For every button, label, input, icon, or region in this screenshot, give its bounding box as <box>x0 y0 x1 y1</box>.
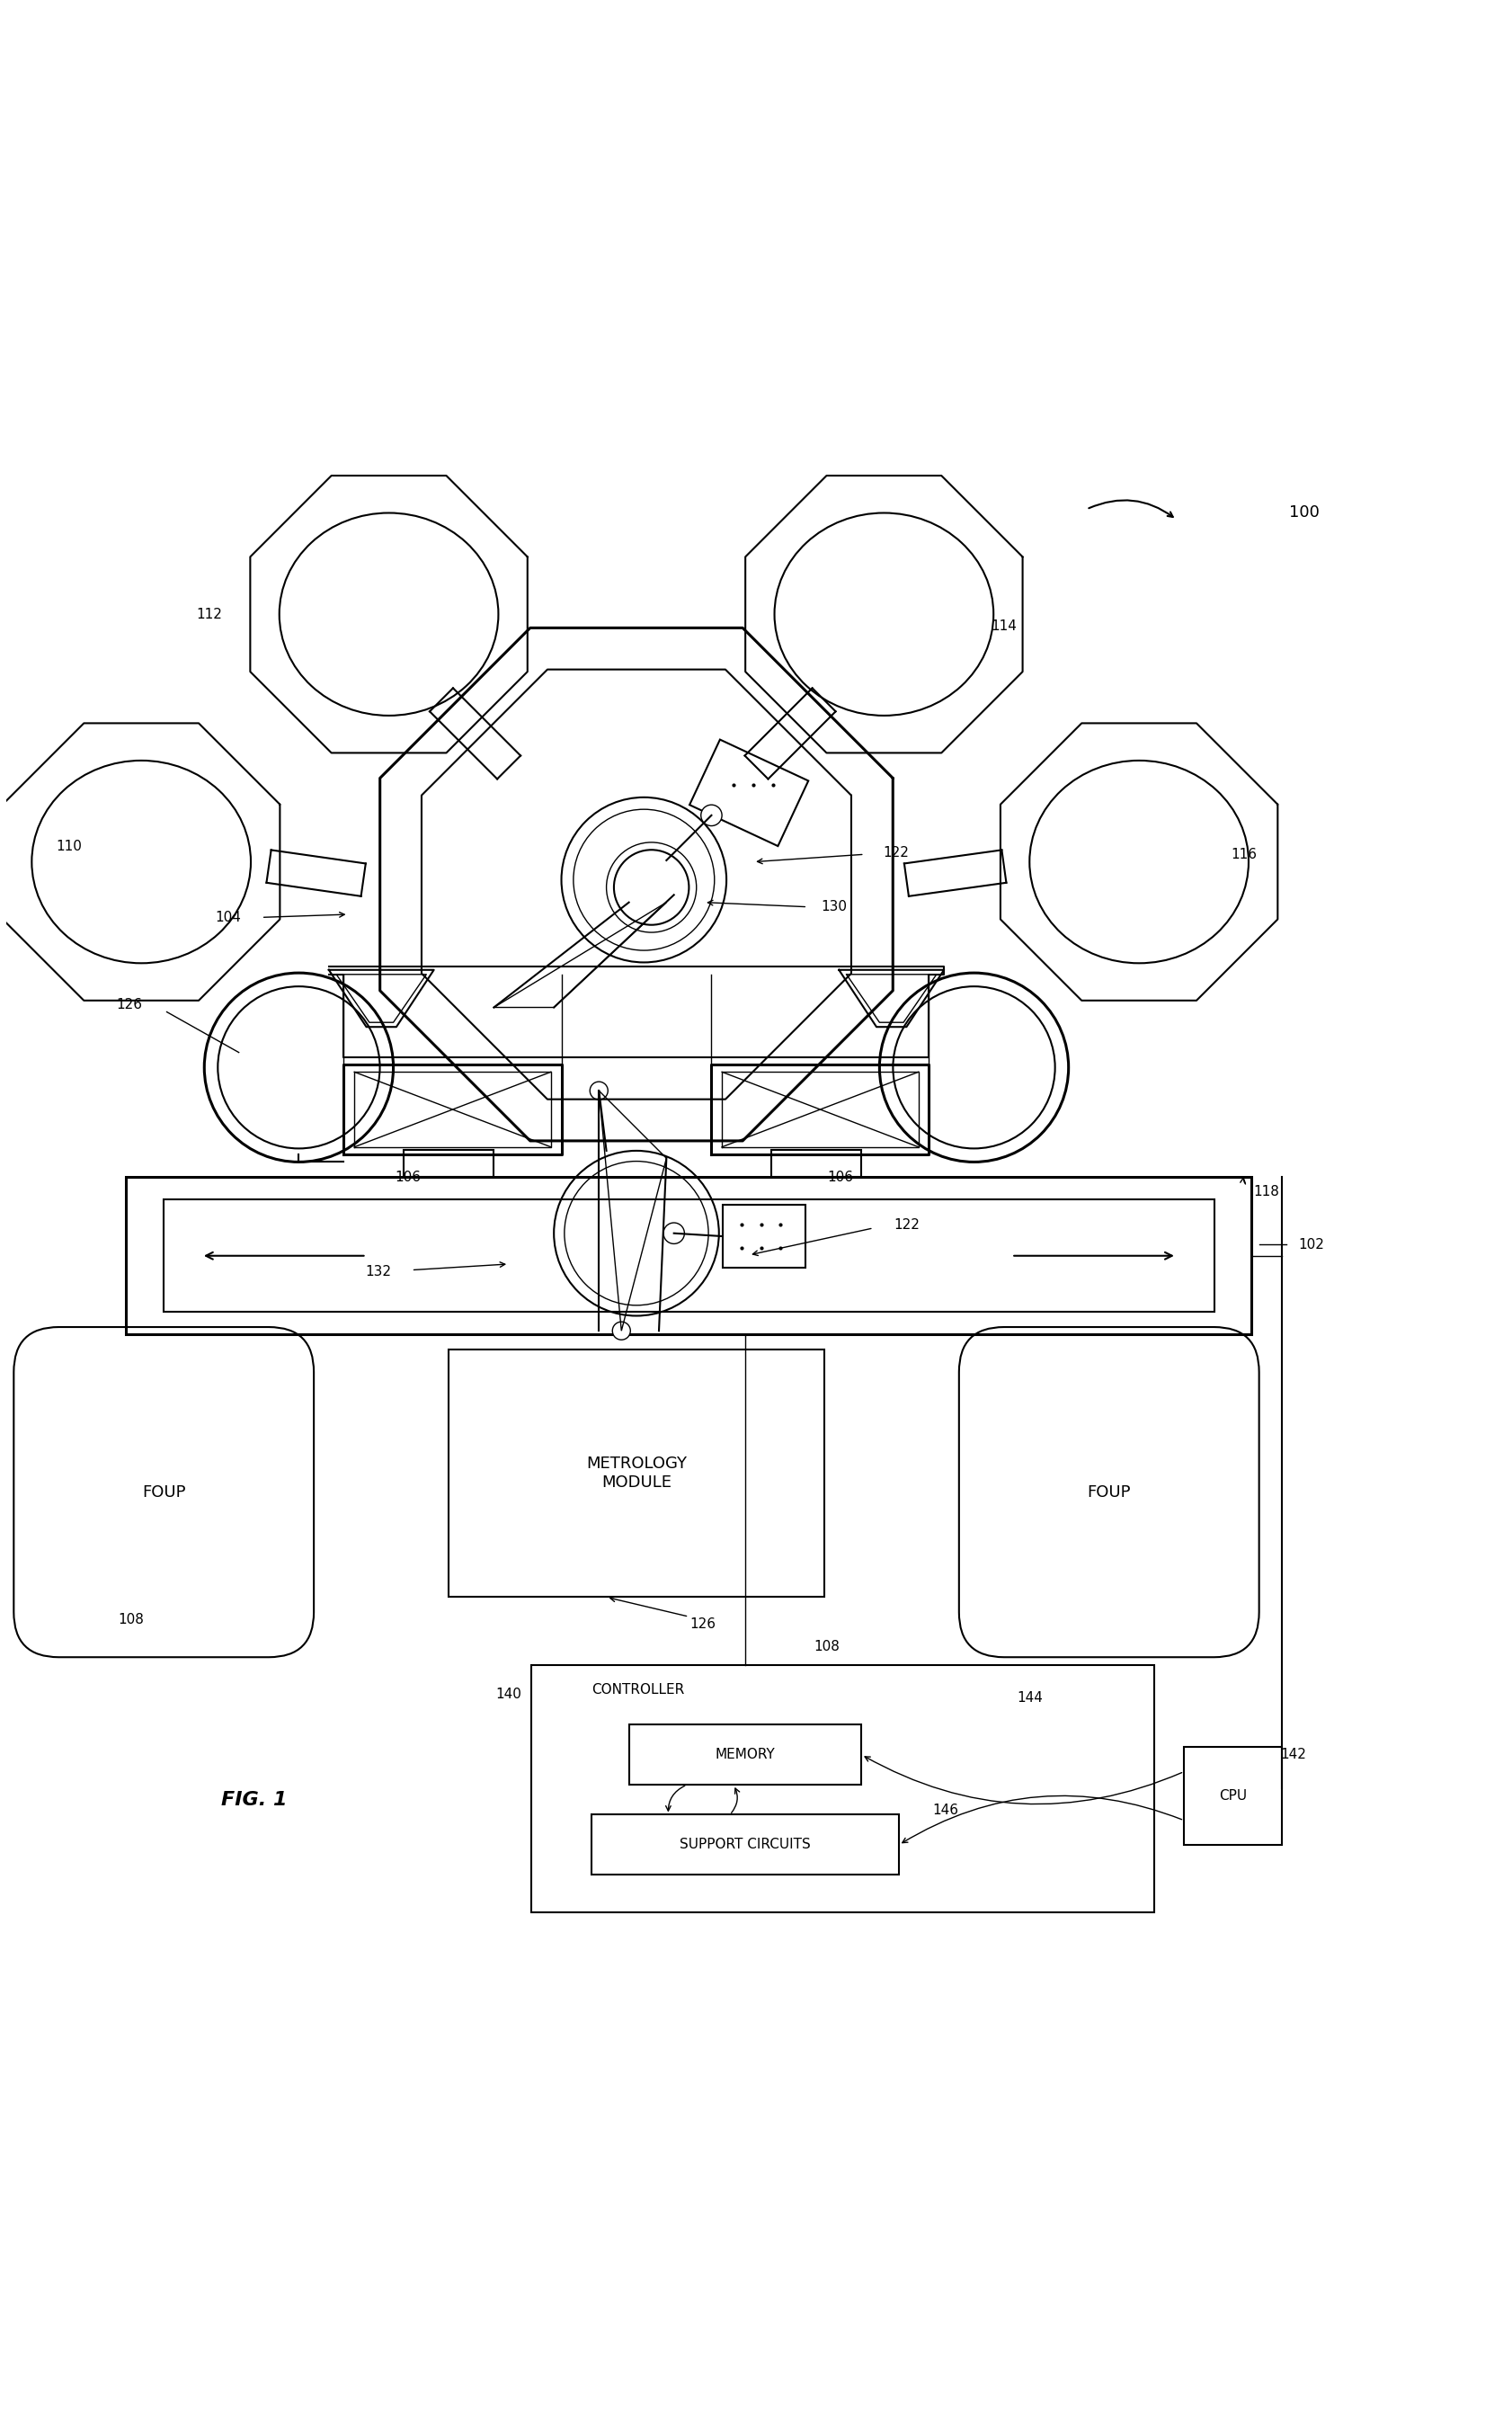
Text: FIG. 1: FIG. 1 <box>221 1791 287 1808</box>
FancyArrowPatch shape <box>865 1757 1181 1803</box>
Bar <box>629 1724 860 1784</box>
Circle shape <box>664 1224 683 1243</box>
Text: 114: 114 <box>990 620 1016 632</box>
FancyArrowPatch shape <box>901 1796 1181 1842</box>
Text: 126: 126 <box>116 997 142 1011</box>
Text: 100: 100 <box>1288 505 1318 521</box>
FancyArrowPatch shape <box>665 1786 685 1810</box>
Text: MEMORY: MEMORY <box>715 1748 774 1762</box>
Text: 122: 122 <box>883 845 909 859</box>
Bar <box>531 1666 1154 1912</box>
Text: 140: 140 <box>496 1687 522 1702</box>
Text: FOUP: FOUP <box>1087 1485 1129 1499</box>
Bar <box>449 1349 824 1598</box>
Bar <box>591 1815 898 1876</box>
Bar <box>163 1200 1213 1313</box>
Circle shape <box>612 1323 631 1340</box>
Bar <box>689 739 807 845</box>
Bar <box>1184 1748 1281 1844</box>
Text: 132: 132 <box>364 1265 392 1279</box>
Text: 104: 104 <box>215 910 240 925</box>
Circle shape <box>700 804 721 826</box>
Text: 112: 112 <box>195 608 222 620</box>
Text: 142: 142 <box>1279 1748 1306 1762</box>
Text: CONTROLLER: CONTROLLER <box>591 1683 683 1697</box>
Text: 102: 102 <box>1297 1238 1325 1250</box>
Text: 130: 130 <box>821 900 847 912</box>
Text: 106: 106 <box>827 1171 853 1183</box>
Bar <box>771 1149 860 1178</box>
Text: 116: 116 <box>1231 847 1256 862</box>
Text: SUPPORT CIRCUITS: SUPPORT CIRCUITS <box>679 1837 810 1852</box>
Text: 144: 144 <box>1016 1690 1042 1704</box>
FancyArrowPatch shape <box>730 1789 739 1813</box>
Text: FOUP: FOUP <box>142 1485 186 1499</box>
Bar <box>125 1178 1250 1335</box>
Bar <box>723 1205 804 1267</box>
Text: 126: 126 <box>689 1617 715 1632</box>
Circle shape <box>590 1081 608 1101</box>
Text: 110: 110 <box>56 840 82 855</box>
Text: 108: 108 <box>813 1639 839 1654</box>
Bar <box>404 1149 493 1178</box>
Text: 122: 122 <box>894 1219 919 1231</box>
Text: 146: 146 <box>931 1803 959 1818</box>
Text: 118: 118 <box>1253 1185 1279 1200</box>
Text: METROLOGY
MODULE: METROLOGY MODULE <box>585 1456 686 1492</box>
Text: 108: 108 <box>118 1613 144 1627</box>
Text: 106: 106 <box>395 1171 422 1183</box>
Text: CPU: CPU <box>1219 1789 1246 1803</box>
